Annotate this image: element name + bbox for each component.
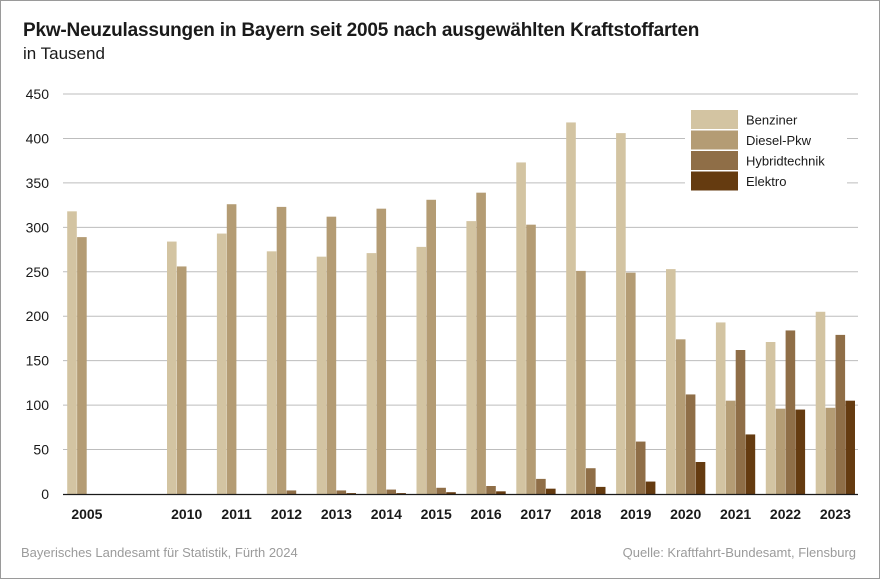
bar-hybridtechnik-2023 [835,334,846,494]
x-tick-label: 2011 [221,506,252,522]
bar-benziner-2019 [616,133,626,495]
x-tick-label: 2017 [520,506,551,522]
bar-diesel-pkw-2015 [426,199,436,494]
bar-elektro-2016 [496,491,506,494]
y-tick-labels: 0 50 100 150 200 250 300 350 400 450 [26,86,50,502]
bar-benziner-2010 [167,241,177,494]
bar-hybridtechnik-2016 [486,486,496,494]
x-tick-label: 2015 [421,506,452,522]
bar-diesel-pkw-2011 [226,204,237,494]
bar-hybridtechnik-2022 [785,330,796,494]
bar-diesel-pkw-2022 [775,408,786,494]
bar-diesel-pkw-2014 [376,208,387,495]
bar-benziner-2023 [815,311,826,494]
bar-hybridtechnik-2021 [735,350,746,494]
bar-diesel-pkw-2010 [176,266,187,494]
x-tick-label: 2023 [820,506,851,522]
bar-diesel-pkw-2016 [476,192,486,495]
bar-benziner-2020 [666,269,676,494]
legend-swatch [691,171,738,191]
x-tick-label: 2022 [770,506,801,522]
x-tick-label: 2020 [670,506,701,522]
x-tick-label: 2018 [570,506,601,522]
bar-benziner-2016 [466,221,476,495]
bar-elektro-2015 [446,492,456,494]
bar-diesel-pkw-2017 [526,224,536,495]
y-tick-label: 250 [26,264,50,280]
y-tick-label: 350 [26,175,50,191]
bar-diesel-pkw-2023 [825,407,836,494]
bar-benziner-2011 [216,233,227,494]
x-tick-label: 2012 [271,506,302,522]
footer-publisher: Bayerisches Landesamt für Statistik, Für… [21,545,298,560]
x-tick-label: 2016 [471,506,502,522]
x-tick-labels: 2005 2010 2011 2012 2013 2014 2015 2016 2017 2018… [71,506,851,522]
bar-elektro-2019 [645,481,656,494]
bar-elektro-2017 [546,488,556,494]
bar-hybridtechnik-2017 [536,478,546,494]
legend-label: Hybridtechnik [746,154,825,169]
x-tick-label: 2019 [620,506,651,522]
bars [67,122,855,495]
bar-hybridtechnik-2012 [286,490,297,494]
y-tick-label: 300 [26,219,50,235]
bar-elektro-2021 [745,434,756,494]
chart-subtitle: in Tausend [23,44,105,63]
bar-benziner-2005 [67,211,77,494]
legend-swatch [691,110,738,129]
y-tick-label: 450 [26,86,50,102]
legend-label: Elektro [746,174,786,189]
y-tick-label: 50 [33,442,49,458]
bar-benziner-2014 [366,253,377,494]
bar-diesel-pkw-2021 [725,400,736,494]
bar-hybridtechnik-2019 [635,441,646,494]
bar-benziner-2017 [516,162,526,494]
bar-diesel-pkw-2005 [77,237,87,495]
x-tick-label: 2021 [720,506,751,522]
x-tick-label: 2010 [171,506,202,522]
y-tick-label: 0 [41,486,49,502]
y-gridlines [63,93,858,451]
bar-diesel-pkw-2019 [626,272,636,494]
y-tick-label: 150 [26,353,50,369]
x-tick-label: 2013 [321,506,352,522]
footer-source: Quelle: Kraftfahrt-Bundesamt, Flensburg [622,545,856,560]
legend-label: Benziner [746,113,798,128]
x-tick-label: 2005 [71,506,102,522]
bar-benziner-2015 [416,246,427,494]
legend-label: Diesel-Pkw [746,133,812,148]
chart-title: Pkw-Neuzulassungen in Bayern seit 2005 n… [23,20,700,41]
legend: Benziner Diesel-Pkw Hybridtechnik Elektro [685,104,847,196]
bar-hybridtechnik-2013 [336,490,347,494]
bar-elektro-2013 [346,493,356,494]
y-tick-label: 100 [26,397,50,413]
bar-diesel-pkw-2020 [675,339,686,494]
bar-elektro-2018 [595,486,606,494]
bar-elektro-2020 [695,462,706,494]
bar-hybridtechnik-2015 [436,487,446,494]
bar-benziner-2021 [715,322,726,494]
bar-elektro-2014 [396,493,406,494]
bar-benziner-2018 [566,122,576,494]
legend-swatch [691,130,738,150]
bar-elektro-2022 [795,409,806,494]
bar-hybridtechnik-2014 [386,489,396,494]
legend-swatch [691,151,738,170]
bar-benziner-2013 [316,256,327,494]
y-tick-label: 400 [26,130,50,146]
bar-diesel-pkw-2012 [276,206,287,494]
bar-hybridtechnik-2020 [685,394,696,494]
bar-benziner-2012 [266,251,277,494]
bar-diesel-pkw-2018 [576,270,586,494]
bar-elektro-2023 [845,400,855,494]
x-tick-label: 2014 [371,506,402,522]
bar-hybridtechnik-2018 [586,468,596,494]
bar-diesel-pkw-2013 [326,216,337,495]
bar-benziner-2022 [765,342,776,494]
y-tick-label: 200 [26,308,50,324]
